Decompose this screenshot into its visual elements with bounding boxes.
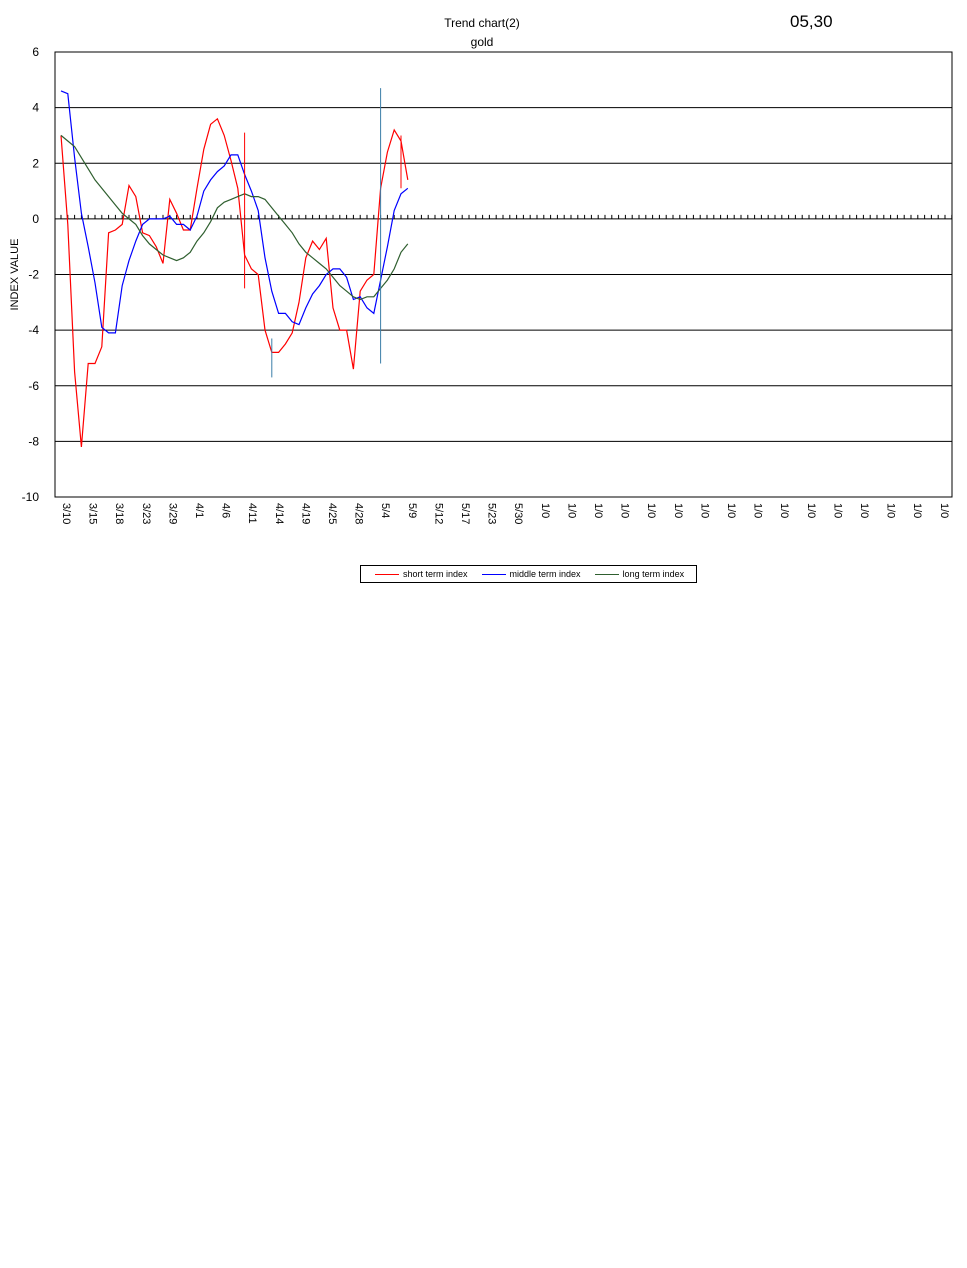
y-tick-label: -2 <box>28 268 39 282</box>
x-tick-label: 1/0 <box>539 503 551 518</box>
x-tick-label: 4/14 <box>273 503 285 524</box>
series-line-0 <box>60 117 409 447</box>
x-tick-label: 5/30 <box>512 503 524 524</box>
x-tick-label: 1/0 <box>831 503 843 518</box>
x-tick-label: 1/0 <box>858 503 870 518</box>
x-tick-label: 1/0 <box>805 503 817 518</box>
x-tick-label: 1/0 <box>565 503 577 518</box>
y-tick-label: 2 <box>32 156 39 170</box>
report-date: 05,30 <box>790 12 833 31</box>
x-tick-label: 5/17 <box>459 503 471 524</box>
x-tick-label: 4/28 <box>353 503 365 524</box>
x-tick-label: 5/12 <box>432 503 444 524</box>
x-tick-label: 1/0 <box>698 503 710 518</box>
chart-title: Trend chart(2) <box>444 16 520 30</box>
x-tick-label: 5/9 <box>406 503 418 518</box>
x-tick-label: 3/23 <box>140 503 152 524</box>
x-tick-label: 1/0 <box>911 503 923 518</box>
x-tick-label: 1/0 <box>619 503 631 518</box>
x-tick-label: 3/15 <box>87 503 99 524</box>
legend-swatch-long <box>594 573 619 575</box>
x-tick-label: 4/25 <box>326 503 338 524</box>
legend-item-middle: middle term index <box>481 569 581 579</box>
x-tick-label: 4/1 <box>193 503 205 518</box>
x-tick-label: 4/11 <box>246 503 258 524</box>
legend-item-short: short term index <box>375 569 468 579</box>
y-tick-label: -10 <box>22 490 40 504</box>
x-tick-label: 5/23 <box>486 503 498 524</box>
y-tick-label: 4 <box>32 101 39 115</box>
legend-swatch-middle <box>481 573 506 575</box>
x-tick-label: 5/4 <box>379 503 391 518</box>
series-line-2 <box>60 134 409 301</box>
trend-chart: 6 4 2 0 -2 -4 -6 -8 -10 INDEX VALUE 3/10 3/15 3/18 3/… <box>9 45 953 524</box>
x-tick-label: 1/0 <box>778 503 790 518</box>
x-tick-label: 1/0 <box>645 503 657 518</box>
series-line-1 <box>60 90 409 334</box>
y-tick-label: 6 <box>32 45 39 59</box>
legend-label-middle: middle term index <box>509 569 581 579</box>
x-tick-label: 4/6 <box>220 503 232 518</box>
x-tick-label: 4/19 <box>299 503 311 524</box>
y-tick-label: -8 <box>28 434 39 448</box>
y-axis-label: INDEX VALUE <box>9 239 21 311</box>
x-tick-label: 1/0 <box>725 503 737 518</box>
x-tick-label: 3/18 <box>113 503 125 524</box>
y-tick-label: -4 <box>28 323 39 337</box>
chart-legend: short term index middle term index long … <box>360 565 697 583</box>
legend-label-long: long term index <box>622 569 685 579</box>
x-tick-label: 1/0 <box>592 503 604 518</box>
x-tick-label: 3/29 <box>166 503 178 524</box>
x-tick-label: 3/10 <box>60 503 72 524</box>
legend-swatch-short <box>375 573 399 575</box>
x-tick-label: 1/0 <box>885 503 897 518</box>
chart-subtitle: gold <box>470 35 494 49</box>
y-tick-label: -6 <box>28 379 39 393</box>
x-tick-label: 1/0 <box>938 503 950 518</box>
x-tick-label: 1/0 <box>752 503 764 518</box>
legend-label-short: short term index <box>403 569 468 579</box>
legend-item-long: long term index <box>594 569 685 579</box>
y-tick-label: 0 <box>32 212 39 226</box>
x-tick-label: 1/0 <box>672 503 684 518</box>
